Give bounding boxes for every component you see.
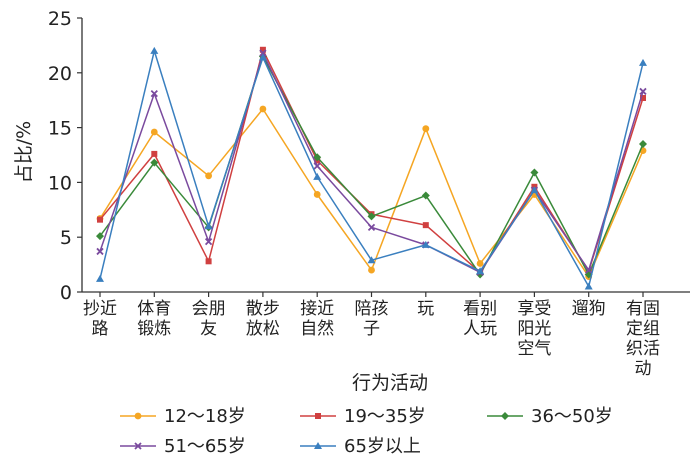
x-tick-label: 路 [92,319,109,339]
data-point [96,274,104,282]
data-point [639,140,647,149]
x-tick-label: 陪孩 [355,299,389,319]
legend-item: 65岁以上 [300,436,421,457]
y-axis-title: 占比/% [13,121,35,183]
data-point [96,232,104,241]
y-ticks: 0 5 10 15 20 25 [48,8,82,304]
data-point [204,237,213,246]
legend: 12～18岁 19～35岁 36～50岁 51～65岁 65岁以上 [120,406,613,457]
legend-marker [501,412,509,420]
legend-marker [134,442,142,450]
data-point [585,266,593,274]
data-point [205,258,212,265]
data-point [151,150,158,157]
data-point [204,222,213,230]
data-point [313,191,321,198]
x-tick-label: 阳光 [517,319,551,339]
x-tick-label: 锻炼 [137,319,171,339]
data-point [640,95,646,102]
x-tick-label: 定组 [626,319,660,339]
data-point [422,125,430,133]
data-point [259,105,267,113]
legend-label: 51～65岁 [164,436,246,457]
series-lines [96,46,647,290]
x-tick-label: 看别 [463,299,497,319]
x-tick-label: 织活 [626,339,660,359]
data-point [150,89,158,98]
x-tick-label: 子 [363,319,380,339]
data-point [205,172,213,180]
legend-label: 36～50岁 [531,406,613,427]
data-point [476,260,484,267]
x-tick-label: 放松 [246,319,280,339]
x-tick-label: 遛狗 [572,299,606,319]
legend-item: 12～18岁 [120,406,246,427]
legend-label: 19～35岁 [344,406,426,427]
series-5 [96,46,647,290]
data-point [639,87,647,96]
legend-marker [314,442,322,449]
data-point [421,191,430,200]
x-tick-label: 动 [635,359,652,379]
data-point [313,153,322,162]
x-tick-label: 友 [200,319,217,339]
data-point [150,128,158,136]
data-point [368,266,375,274]
data-point [530,168,539,177]
x-tick-label: 享受 [517,299,551,319]
data-point [96,247,104,256]
data-point [259,49,267,57]
data-point [476,267,485,275]
data-point [150,158,159,167]
data-point [97,216,103,223]
legend-item: 51～65岁 [120,436,246,457]
legend-marker [134,412,142,420]
data-point [530,186,539,194]
data-point [421,240,430,248]
x-tick-label: 会朋 [192,299,226,319]
legend-label: 65岁以上 [344,436,421,457]
x-tick-label: 体育 [137,299,171,319]
x-tick-label: 人玩 [463,319,497,339]
data-point [584,282,593,290]
x-tick-label: 有固 [626,299,660,319]
data-point [367,223,376,231]
x-tick-label: 玩 [417,299,434,319]
data-point [639,58,647,66]
series-line [99,108,644,278]
x-axis-title: 行为活动 [352,372,428,394]
data-point [367,256,376,264]
data-point [422,222,429,229]
legend-marker [315,413,321,419]
data-point [150,46,159,54]
legend-item: 36～50岁 [487,406,613,427]
data-point [258,53,267,61]
y-tick-label: 0 [60,282,72,304]
y-tick-label: 25 [48,8,72,30]
legend-label: 12～18岁 [164,406,246,427]
x-tick-label: 空气 [517,339,551,359]
x-tick-label: 抄近 [83,299,117,319]
y-tick-label: 15 [48,118,72,140]
x-tick-label: 接近 [300,299,334,319]
data-point [367,212,376,221]
data-point [313,162,321,170]
x-tick-label: 散步 [246,299,280,319]
legend-item: 19～35岁 [300,406,426,427]
data-point [313,172,322,180]
y-tick-label: 10 [48,172,72,194]
x-tick-label: 自然 [300,319,334,339]
y-tick-label: 5 [60,227,72,249]
data-point [259,46,266,53]
y-tick-label: 20 [48,63,72,85]
